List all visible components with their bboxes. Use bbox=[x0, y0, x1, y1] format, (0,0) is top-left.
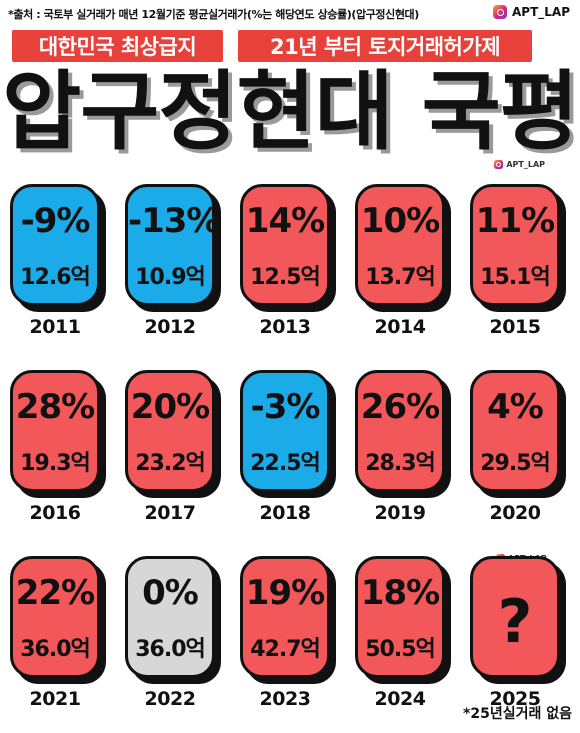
instagram-icon bbox=[494, 160, 504, 169]
year-label: 2016 bbox=[29, 502, 81, 524]
year-card: 11% 15.1억 bbox=[470, 184, 560, 306]
year-label: 2025 bbox=[489, 688, 541, 710]
year-label: 2023 bbox=[259, 688, 311, 710]
average-price: 28.3억 bbox=[365, 451, 436, 476]
average-price: 23.2억 bbox=[135, 451, 206, 476]
page-title: 압구정현대 국평 bbox=[2, 62, 579, 162]
average-price: 10.9억 bbox=[135, 265, 206, 290]
change-percent: 0% bbox=[142, 573, 199, 613]
average-price: 36.0억 bbox=[20, 637, 91, 662]
year-label: 2019 bbox=[374, 502, 426, 524]
instagram-icon bbox=[493, 5, 507, 19]
average-price: 22.5억 bbox=[250, 451, 321, 476]
average-price: 29.5억 bbox=[480, 451, 551, 476]
change-percent: 10% bbox=[360, 201, 440, 241]
average-price: 12.6억 bbox=[20, 265, 91, 290]
year-card: -13% 10.9억 bbox=[125, 184, 221, 306]
change-percent: -13% bbox=[128, 201, 221, 241]
unknown-change: ? bbox=[497, 587, 533, 657]
year-label: 2014 bbox=[374, 316, 426, 338]
year-card: 22% 36.0억 bbox=[10, 556, 100, 678]
year-label: 2015 bbox=[489, 316, 541, 338]
year-label: 2012 bbox=[144, 316, 196, 338]
change-percent: 28% bbox=[15, 387, 95, 427]
year-card: 0% 36.0억 bbox=[125, 556, 215, 678]
change-percent: 19% bbox=[245, 573, 325, 613]
year-card: 28% 19.3억 bbox=[10, 370, 100, 492]
year-card: 26% 28.3억 bbox=[355, 370, 445, 492]
watermark-handle: APT_LAP bbox=[494, 160, 545, 169]
year-label: 2011 bbox=[29, 316, 81, 338]
source-note: *출처 : 국토부 실거래가 매년 12월기준 평균실거래가(%는 해당연도 상… bbox=[8, 8, 419, 21]
tag-permit-system: 21년 부터 토지거래허가제 bbox=[238, 30, 532, 62]
change-percent: 22% bbox=[15, 573, 95, 613]
year-label: 2021 bbox=[29, 688, 81, 710]
average-price: 13.7억 bbox=[365, 265, 436, 290]
year-card: ? bbox=[470, 556, 560, 678]
average-price: 15.1억 bbox=[480, 265, 551, 290]
handle-top: APT_LAP bbox=[493, 5, 570, 19]
average-price: 42.7억 bbox=[250, 637, 321, 662]
change-percent: 18% bbox=[360, 573, 440, 613]
year-card: 20% 23.2억 bbox=[125, 370, 215, 492]
year-card: -3% 22.5억 bbox=[240, 370, 330, 492]
year-label: 2024 bbox=[374, 688, 426, 710]
change-percent: -9% bbox=[20, 201, 91, 241]
year-label: 2020 bbox=[489, 502, 541, 524]
average-price: 36.0억 bbox=[135, 637, 206, 662]
footnote: *25년실거래 없음 bbox=[463, 706, 572, 722]
year-card: 18% 50.5억 bbox=[355, 556, 445, 678]
handle-label: APT_LAP bbox=[512, 5, 570, 19]
year-card: 10% 13.7억 bbox=[355, 184, 445, 306]
watermark-label: APT_LAP bbox=[506, 160, 545, 169]
average-price: 50.5억 bbox=[365, 637, 436, 662]
year-label: 2022 bbox=[144, 688, 196, 710]
year-card: 14% 12.5억 bbox=[240, 184, 330, 306]
year-card: -9% 12.6억 bbox=[10, 184, 100, 306]
year-label: 2017 bbox=[144, 502, 196, 524]
tag-top-tier: 대한민국 최상급지 bbox=[12, 30, 223, 62]
change-percent: 4% bbox=[487, 387, 544, 427]
year-label: 2018 bbox=[259, 502, 311, 524]
year-label: 2013 bbox=[259, 316, 311, 338]
year-card: 19% 42.7억 bbox=[240, 556, 330, 678]
average-price: 19.3억 bbox=[20, 451, 91, 476]
change-percent: 26% bbox=[360, 387, 440, 427]
change-percent: 11% bbox=[475, 201, 555, 241]
change-percent: 14% bbox=[245, 201, 325, 241]
change-percent: -3% bbox=[250, 387, 321, 427]
year-card: 4% 29.5억 bbox=[470, 370, 560, 492]
average-price: 12.5억 bbox=[250, 265, 321, 290]
change-percent: 20% bbox=[130, 387, 210, 427]
